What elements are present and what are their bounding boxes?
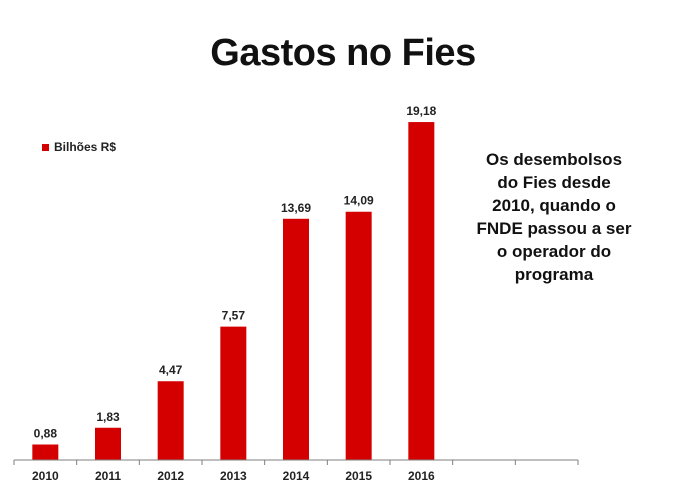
x-tick-label-2010: 2010	[32, 469, 59, 483]
data-label-2014: 13,69	[281, 201, 311, 215]
x-tick-label-2016: 2016	[408, 469, 435, 483]
bar-2012	[157, 381, 184, 460]
data-label-2015: 14,09	[344, 194, 374, 208]
bar-2014	[283, 218, 309, 460]
data-label-2010: 0,88	[34, 426, 58, 440]
x-tick-label-2015: 2015	[345, 469, 372, 483]
legend: Bilhões R$	[42, 140, 116, 154]
legend-label: Bilhões R$	[54, 140, 117, 154]
legend-swatch	[42, 143, 49, 151]
bar-2010	[32, 444, 59, 460]
chart-title: Gastos no Fies	[210, 32, 476, 74]
data-label-2013: 7,57	[222, 309, 246, 323]
x-tick-label-2012: 2012	[157, 469, 184, 483]
bar-2016	[408, 122, 435, 461]
x-tick-label-2013: 2013	[220, 469, 247, 483]
data-label-2016: 19,18	[406, 104, 436, 118]
data-label-2011: 1,83	[96, 410, 120, 424]
bar-2011	[95, 427, 121, 460]
annotation-note: Os desembolsos do Fies desde 2010, quand…	[476, 150, 632, 284]
bar-2015	[345, 211, 372, 460]
bar-2013	[220, 326, 247, 460]
x-tick-label-2011: 2011	[95, 469, 121, 483]
x-tick-label-2014: 2014	[283, 469, 310, 483]
data-label-2012: 4,47	[159, 363, 183, 377]
